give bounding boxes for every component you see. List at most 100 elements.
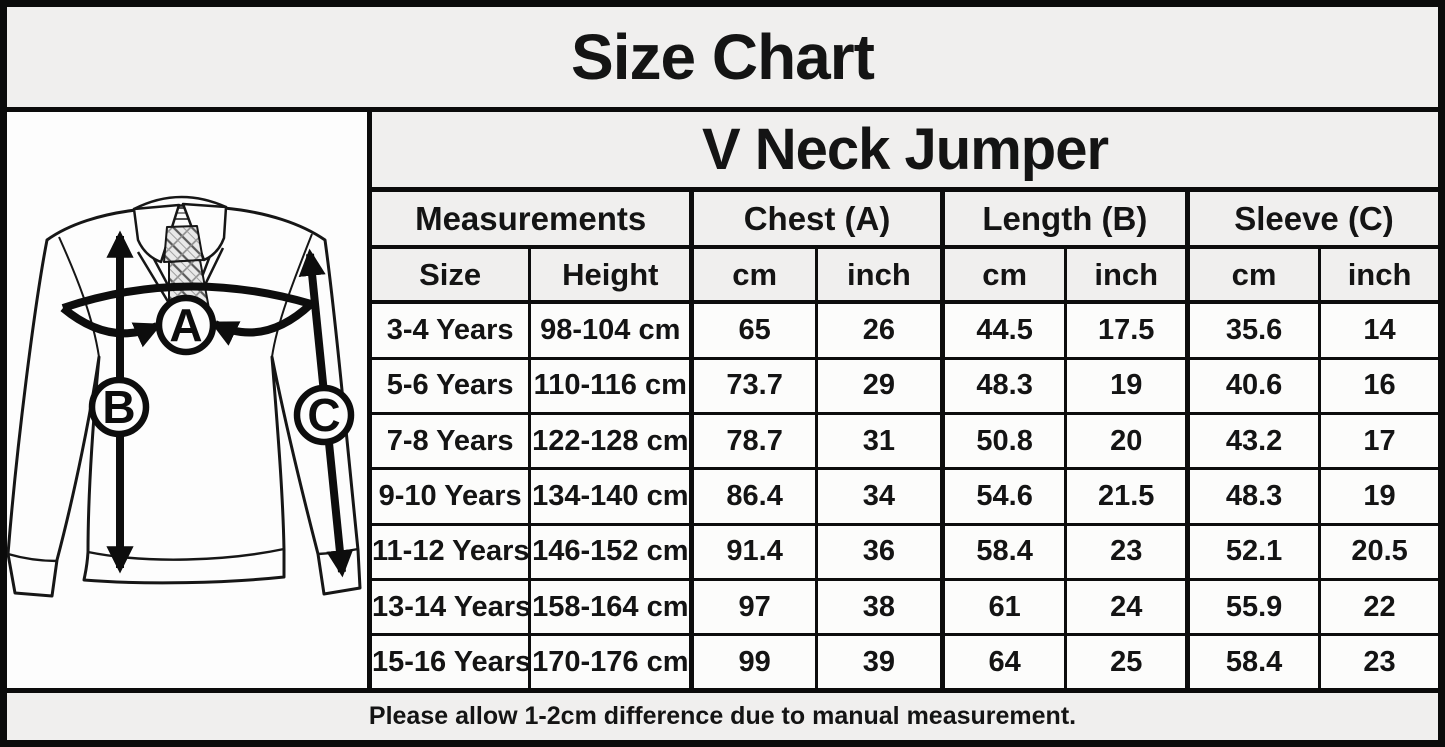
column-header-7: inch xyxy=(1318,245,1438,304)
column-header-3: inch xyxy=(815,245,944,304)
value-cell: 40.6 xyxy=(1184,356,1322,415)
column-header-0: Size xyxy=(372,245,532,304)
jumper-diagram: A B C xyxy=(7,195,362,598)
size-cell: 5-6 Years xyxy=(372,356,532,415)
value-cell: 36 xyxy=(815,522,944,582)
value-cell: 99 xyxy=(689,633,819,688)
value-cell: 43.2 xyxy=(1184,411,1322,471)
value-cell: 38 xyxy=(815,578,944,637)
product-title: V Neck Jumper xyxy=(372,112,1438,192)
sleeve-marker-letter: C xyxy=(307,389,340,441)
length-marker-circle xyxy=(88,376,150,438)
value-cell: 14 xyxy=(1318,300,1438,360)
tie-knot xyxy=(163,225,204,263)
value-cell: 65 xyxy=(689,300,819,360)
left-cuff-line xyxy=(7,552,58,563)
value-cell: 17.5 xyxy=(1064,300,1189,360)
page-title: Size Chart xyxy=(7,7,1438,112)
value-cell: 122-128 cm xyxy=(528,411,694,471)
chest-marker-letter: A xyxy=(169,299,202,351)
size-cell: 7-8 Years xyxy=(372,411,532,471)
group-header-row: Measurements Chest (A) Length (B) Sleeve (C… xyxy=(372,192,1438,249)
column-header-5: inch xyxy=(1064,245,1189,304)
value-cell: 64 xyxy=(939,633,1068,688)
value-cell: 86.4 xyxy=(689,467,819,526)
value-cell: 146-152 cm xyxy=(528,522,694,582)
value-cell: 61 xyxy=(939,578,1068,637)
value-cell: 23 xyxy=(1064,522,1189,582)
shirt-collar xyxy=(132,195,228,264)
group-header-sleeve-c: Sleeve (C) xyxy=(1184,192,1438,249)
value-cell: 110-116 cm xyxy=(528,356,694,415)
value-cell: 24 xyxy=(1064,578,1189,637)
table-row: 13-14 Years 158-164 cm 97 38 61 24 55.9 22 xyxy=(372,578,1438,637)
value-cell: 50.8 xyxy=(939,411,1068,471)
length-marker-letter: B xyxy=(102,381,135,433)
size-cell: 9-10 Years xyxy=(372,467,532,526)
value-cell: 34 xyxy=(815,467,944,526)
value-cell: 73.7 xyxy=(689,356,819,415)
sub-header-row: Size Height cm inch cm inch cm inch xyxy=(372,245,1438,304)
size-cell: 3-4 Years xyxy=(372,300,532,360)
chest-arrow-right xyxy=(210,301,314,346)
value-cell: 20 xyxy=(1064,411,1189,471)
value-cell: 22 xyxy=(1318,578,1438,637)
value-cell: 19 xyxy=(1064,356,1189,415)
value-cell: 170-176 cm xyxy=(528,633,694,688)
value-cell: 17 xyxy=(1318,411,1438,471)
column-header-6: cm xyxy=(1184,245,1322,304)
column-header-2: cm xyxy=(689,245,819,304)
group-header-measurements: Measurements xyxy=(372,192,694,249)
size-cell: 13-14 Years xyxy=(372,578,532,637)
size-cell: 15-16 Years xyxy=(372,633,532,688)
value-cell: 55.9 xyxy=(1184,578,1322,637)
table-row: 7-8 Years 122-128 cm 78.7 31 50.8 20 43.2 17 xyxy=(372,411,1438,471)
table-row: 3-4 Years 98-104 cm 65 26 44.5 17.5 35.6 14 xyxy=(372,300,1438,360)
value-cell: 98-104 cm xyxy=(528,300,694,360)
value-cell: 25 xyxy=(1064,633,1189,688)
sleeve-marker-circle xyxy=(293,384,355,446)
value-cell: 31 xyxy=(815,411,944,471)
value-cell: 39 xyxy=(815,633,944,688)
value-cell: 29 xyxy=(815,356,944,415)
table-row: 5-6 Years 110-116 cm 73.7 29 48.3 19 40.6 16 xyxy=(372,356,1438,415)
size-table-head: Measurements Chest (A) Length (B) Sleeve (C… xyxy=(372,192,1438,304)
table-row: 11-12 Years 146-152 cm 91.4 36 58.4 23 52.1 20.… xyxy=(372,522,1438,582)
value-cell: 21.5 xyxy=(1064,467,1189,526)
value-cell: 26 xyxy=(815,300,944,360)
value-cell: 58.4 xyxy=(939,522,1068,582)
value-cell: 35.6 xyxy=(1184,300,1322,360)
value-cell: 97 xyxy=(689,578,819,637)
value-cell: 158-164 cm xyxy=(528,578,694,637)
size-cell: 11-12 Years xyxy=(372,522,532,582)
table-panel: V Neck Jumper Measurements Chest (A) Lengt… xyxy=(372,112,1438,688)
value-cell: 48.3 xyxy=(939,356,1068,415)
size-table-body: 3-4 Years 98-104 cm 65 26 44.5 17.5 35.6 14 5-6 … xyxy=(372,300,1438,688)
value-cell: 52.1 xyxy=(1184,522,1322,582)
table-row: 9-10 Years 134-140 cm 86.4 34 54.6 21.5 48.3 19 xyxy=(372,467,1438,526)
table-row: 15-16 Years 170-176 cm 99 39 64 25 58.4 23 xyxy=(372,633,1438,688)
value-cell: 78.7 xyxy=(689,411,819,471)
marker-badges: A B C xyxy=(88,294,355,446)
value-cell: 54.6 xyxy=(939,467,1068,526)
group-header-length-b: Length (B) xyxy=(939,192,1189,249)
size-table: Measurements Chest (A) Length (B) Sleeve (C… xyxy=(372,192,1438,688)
main-area: A B C V Neck Jumper Measurements Chest (A… xyxy=(7,112,1438,688)
value-cell: 16 xyxy=(1318,356,1438,415)
column-header-1: Height xyxy=(528,245,694,304)
value-cell: 20.5 xyxy=(1318,522,1438,582)
value-cell: 134-140 cm xyxy=(528,467,694,526)
value-cell: 19 xyxy=(1318,467,1438,526)
chest-arrow-left xyxy=(60,304,162,348)
jumper-diagram-panel: A B C xyxy=(7,112,372,688)
value-cell: 44.5 xyxy=(939,300,1068,360)
footer-note: Please allow 1-2cm difference due to man… xyxy=(7,688,1438,740)
value-cell: 91.4 xyxy=(689,522,819,582)
value-cell: 58.4 xyxy=(1184,633,1322,688)
group-header-chest-a: Chest (A) xyxy=(689,192,944,249)
chest-marker-circle xyxy=(155,294,217,356)
chest-arc xyxy=(61,282,313,312)
column-header-4: cm xyxy=(939,245,1068,304)
value-cell: 23 xyxy=(1318,633,1438,688)
value-cell: 48.3 xyxy=(1184,467,1322,526)
